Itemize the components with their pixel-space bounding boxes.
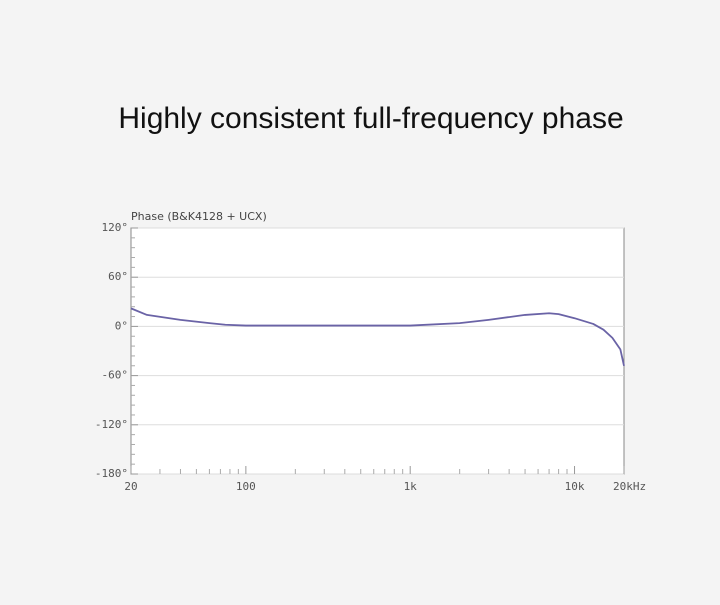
line	[130, 307, 625, 366]
x-tick-label: 20	[124, 480, 137, 493]
y-axis-label: Phase (B&K4128 + UCX)	[131, 210, 267, 223]
plot-area	[130, 227, 625, 475]
x-tick-label: 20kHz	[613, 480, 646, 493]
y-tick-label: 60°	[108, 270, 128, 283]
y-tick-label: -120°	[95, 418, 128, 431]
y-tick-label: -60°	[102, 369, 129, 382]
x-tick-label: 1k	[404, 480, 418, 493]
y-tick-label: 120°	[102, 221, 129, 234]
x-tick-label: 10k	[565, 480, 585, 493]
x-tick-label: 100	[236, 480, 256, 493]
chart-title: Highly consistent full-frequency phase	[118, 102, 623, 135]
y-tick-label: 0°	[115, 319, 128, 332]
y-tick-label: -180°	[95, 467, 128, 480]
